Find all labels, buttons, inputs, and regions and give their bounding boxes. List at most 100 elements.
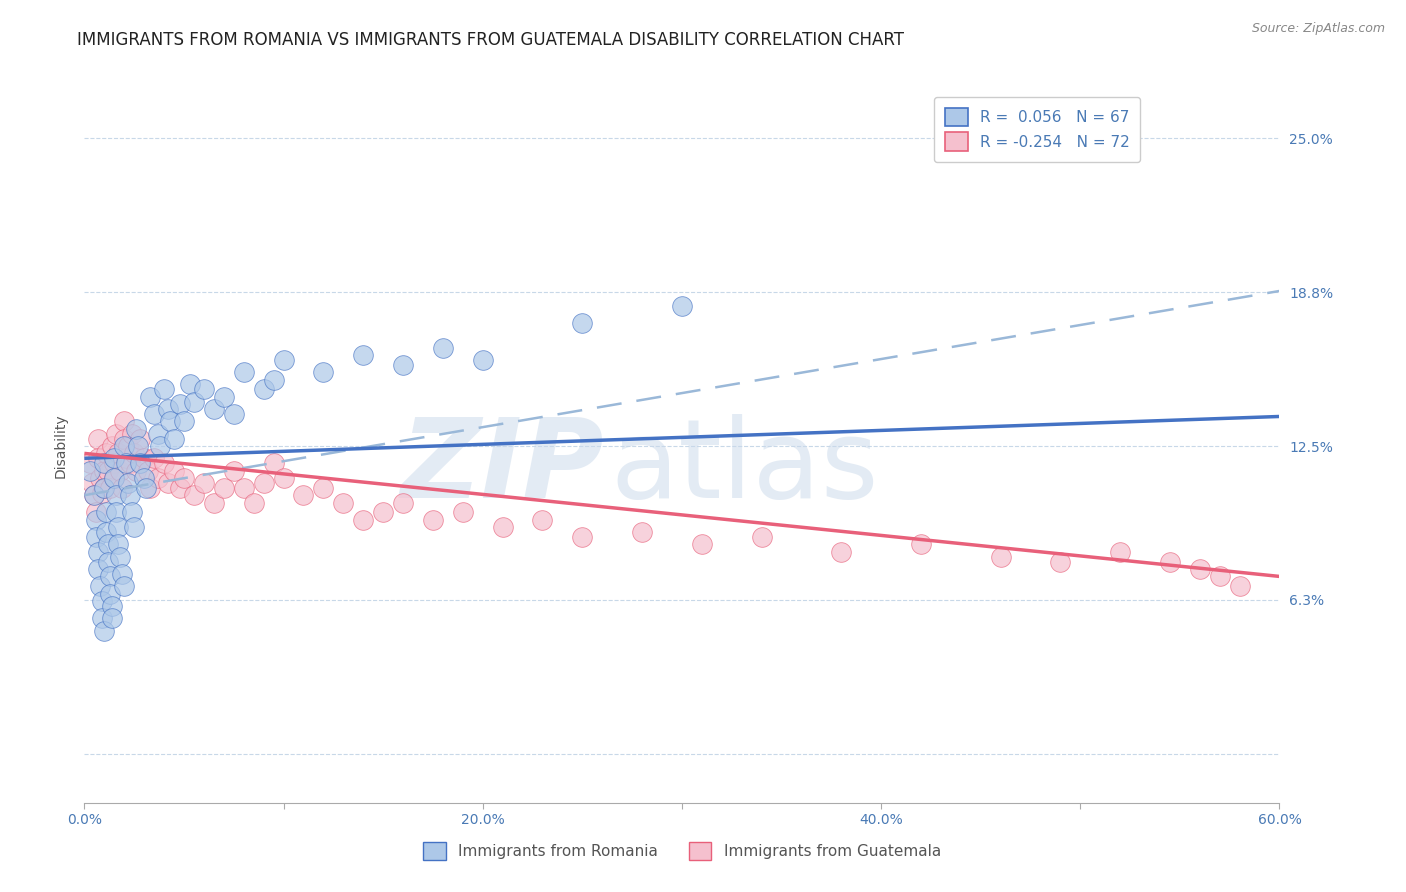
Point — [242, 495, 264, 509]
Point — [91, 594, 114, 608]
Point — [93, 624, 115, 638]
Point — [121, 426, 143, 441]
Point — [173, 471, 195, 485]
Point — [135, 481, 157, 495]
Point — [263, 373, 285, 387]
Point — [392, 358, 415, 372]
Point — [273, 471, 295, 485]
Point — [139, 481, 162, 495]
Point — [121, 505, 143, 519]
Point — [120, 488, 142, 502]
Point — [157, 475, 180, 490]
Point — [125, 422, 148, 436]
Point — [103, 471, 125, 485]
Point — [222, 407, 245, 421]
Point — [352, 513, 374, 527]
Point — [193, 475, 215, 490]
Point — [132, 451, 156, 466]
Point — [87, 545, 110, 559]
Point — [149, 439, 172, 453]
Point — [153, 383, 176, 397]
Point — [86, 505, 108, 519]
Point — [910, 537, 932, 551]
Point — [193, 383, 215, 397]
Point — [671, 299, 693, 313]
Point — [110, 549, 132, 564]
Point — [82, 475, 104, 490]
Point — [202, 495, 225, 509]
Point — [112, 432, 135, 446]
Text: IMMIGRANTS FROM ROMANIA VS IMMIGRANTS FROM GUATEMALA DISABILITY CORRELATION CHAR: IMMIGRANTS FROM ROMANIA VS IMMIGRANTS FR… — [77, 31, 904, 49]
Point — [101, 439, 124, 453]
Point — [571, 530, 593, 544]
Point — [492, 520, 515, 534]
Point — [253, 383, 276, 397]
Point — [122, 520, 145, 534]
Point — [111, 481, 134, 495]
Point — [112, 439, 135, 453]
Point — [232, 365, 254, 379]
Point — [136, 464, 159, 478]
Point — [105, 505, 128, 519]
Point — [115, 456, 138, 470]
Point — [830, 545, 852, 559]
Text: Source: ZipAtlas.com: Source: ZipAtlas.com — [1251, 22, 1385, 36]
Point — [115, 451, 138, 466]
Point — [117, 439, 139, 453]
Point — [107, 537, 129, 551]
Point — [101, 611, 124, 625]
Point — [93, 481, 115, 495]
Point — [146, 471, 169, 485]
Text: atlas: atlas — [610, 414, 879, 521]
Point — [143, 407, 166, 421]
Point — [91, 485, 114, 500]
Point — [332, 495, 354, 509]
Point — [432, 341, 454, 355]
Point — [93, 456, 115, 470]
Point — [1188, 562, 1211, 576]
Point — [751, 530, 773, 544]
Point — [96, 505, 118, 519]
Point — [631, 525, 654, 540]
Legend: Immigrants from Romania, Immigrants from Guatemala: Immigrants from Romania, Immigrants from… — [416, 836, 948, 866]
Point — [107, 446, 129, 460]
Point — [153, 456, 176, 470]
Point — [98, 587, 121, 601]
Point — [183, 488, 205, 502]
Point — [143, 451, 166, 466]
Point — [127, 439, 149, 453]
Point — [79, 456, 101, 470]
Point — [129, 456, 152, 470]
Point — [169, 397, 191, 411]
Point — [97, 555, 120, 569]
Point — [531, 513, 554, 527]
Point — [157, 402, 180, 417]
Text: ZIP: ZIP — [401, 414, 605, 521]
Point — [139, 390, 162, 404]
Point — [122, 446, 145, 460]
Point — [163, 432, 186, 446]
Point — [105, 488, 128, 502]
Point — [111, 566, 134, 581]
Point — [373, 505, 395, 519]
Point — [96, 525, 118, 540]
Point — [96, 446, 118, 460]
Point — [1159, 555, 1181, 569]
Point — [89, 579, 111, 593]
Point — [312, 481, 335, 495]
Point — [132, 471, 156, 485]
Point — [93, 464, 115, 478]
Point — [571, 316, 593, 330]
Point — [352, 348, 374, 362]
Point — [212, 390, 235, 404]
Point — [91, 611, 114, 625]
Point — [110, 464, 132, 478]
Point — [232, 481, 254, 495]
Point — [169, 481, 191, 495]
Point — [86, 513, 108, 527]
Point — [87, 451, 110, 466]
Point — [990, 549, 1012, 564]
Point — [101, 599, 124, 613]
Point — [103, 451, 125, 466]
Point — [1109, 545, 1132, 559]
